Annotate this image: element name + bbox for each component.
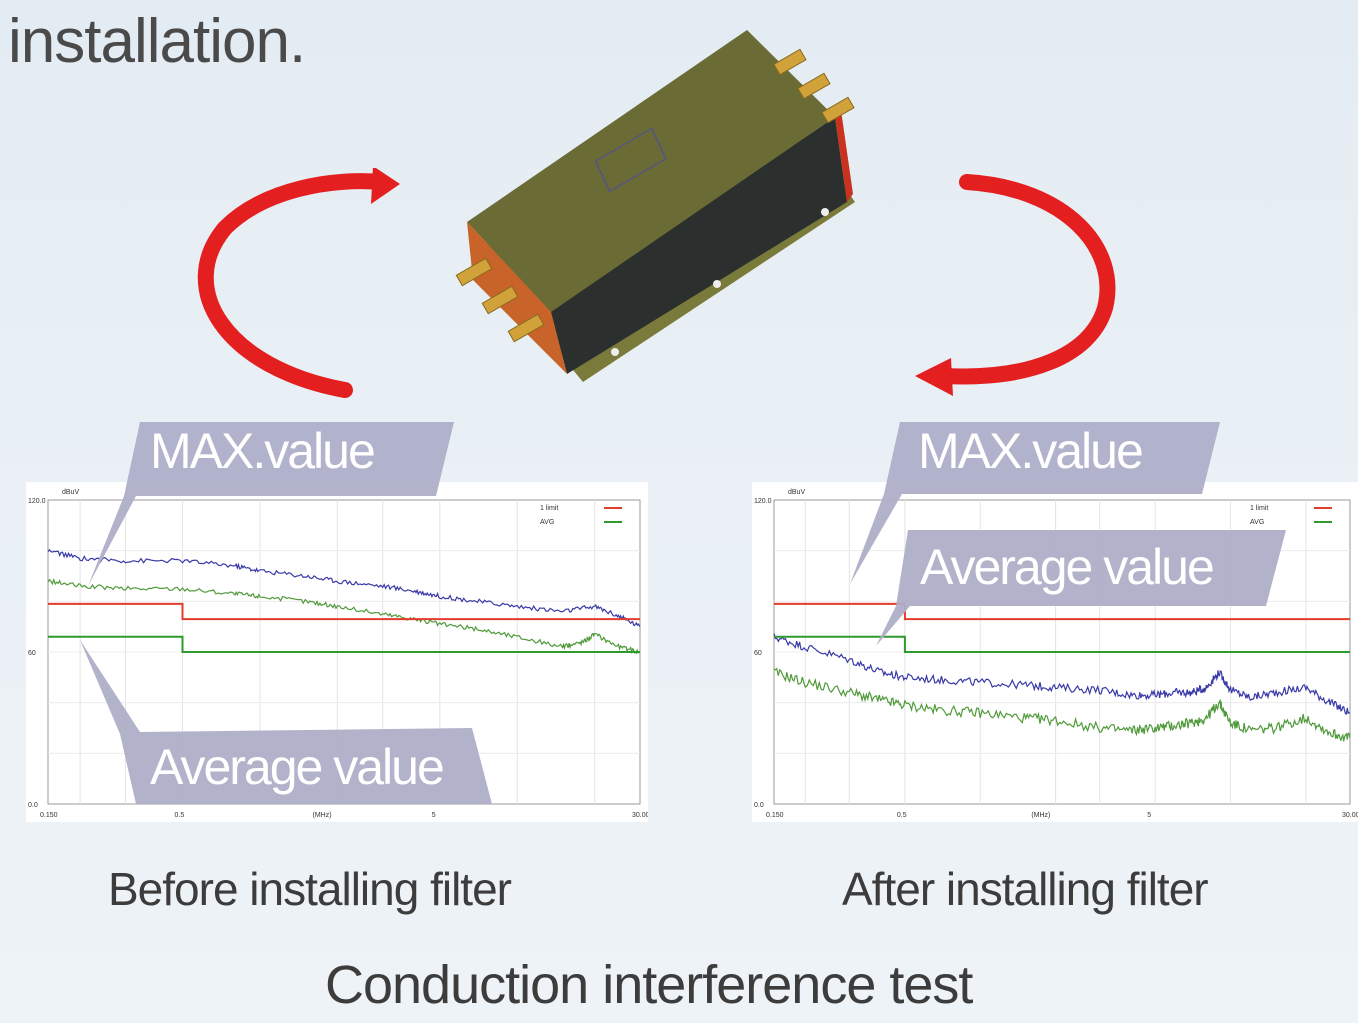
chart-after-installing: 120.0 60 0.0 dBuV 0.150 0.5 5 30.000 (MHz) 1 limi… [752,482,1358,822]
caption-after: After installing filter [842,863,1209,915]
headline: installation. [8,7,306,76]
y-tick-label: 0.0 [28,802,38,809]
chart-before-svg: 120.0 60 0.0 dBuV 0.150 0.5 5 30.000 (MHz) 1 limi… [28,489,648,819]
caption-before: Before installing filter [108,863,512,915]
chart-after-svg: 120.0 60 0.0 dBuV 0.150 0.5 5 30.000 (MHz) 1 limi… [754,489,1358,819]
y-tick-label: 0.0 [754,802,764,809]
chart-before-installing: 120.0 60 0.0 dBuV 0.150 0.5 5 30.000 (MHz) 1 limi… [26,482,648,822]
series-line-avg [773,667,1351,742]
emi-filter-device-image [455,30,855,382]
series-line-qp-limit [774,602,1350,621]
legend-label: AVG [1250,519,1264,526]
y-unit-label: dBuV [788,489,805,496]
series-line-avg [47,577,641,655]
series-line-avg-limit [774,635,1350,653]
caption-main-title: Conduction interference test [325,955,973,1015]
x-tick-label: 30.000 [1342,812,1358,819]
y-tick-label: 60 [28,650,36,657]
legend-label: 1 limit [540,505,558,512]
legend-label: 1 limit [1250,505,1268,512]
x-axis-label: (MHz) [1031,812,1050,819]
cycle-arrow-right-icon [915,174,1116,396]
y-unit-label: dBuV [62,489,79,496]
x-tick-label: 0.150 [40,812,58,819]
cycle-arrow-left-icon [197,168,400,398]
x-tick-label: 0.5 [175,812,185,819]
x-axis-label: (MHz) [312,812,331,819]
legend-label: AVG [540,519,554,526]
y-tick-label: 120.0 [28,498,46,505]
x-tick-label: 0.150 [766,812,784,819]
series-line-peak [773,633,1351,715]
callout-after-max-label: MAX.value [918,423,1144,479]
x-tick-label: 0.5 [897,812,907,819]
y-tick-label: 120.0 [754,498,772,505]
y-tick-label: 60 [754,650,762,657]
series-line-avg-limit [48,635,640,653]
x-tick-label: 5 [1147,812,1151,819]
x-tick-label: 5 [432,812,436,819]
callout-before-max-label: MAX.value [150,423,376,479]
x-tick-label: 30.000 [632,812,648,819]
series-line-qp-limit [48,602,640,621]
